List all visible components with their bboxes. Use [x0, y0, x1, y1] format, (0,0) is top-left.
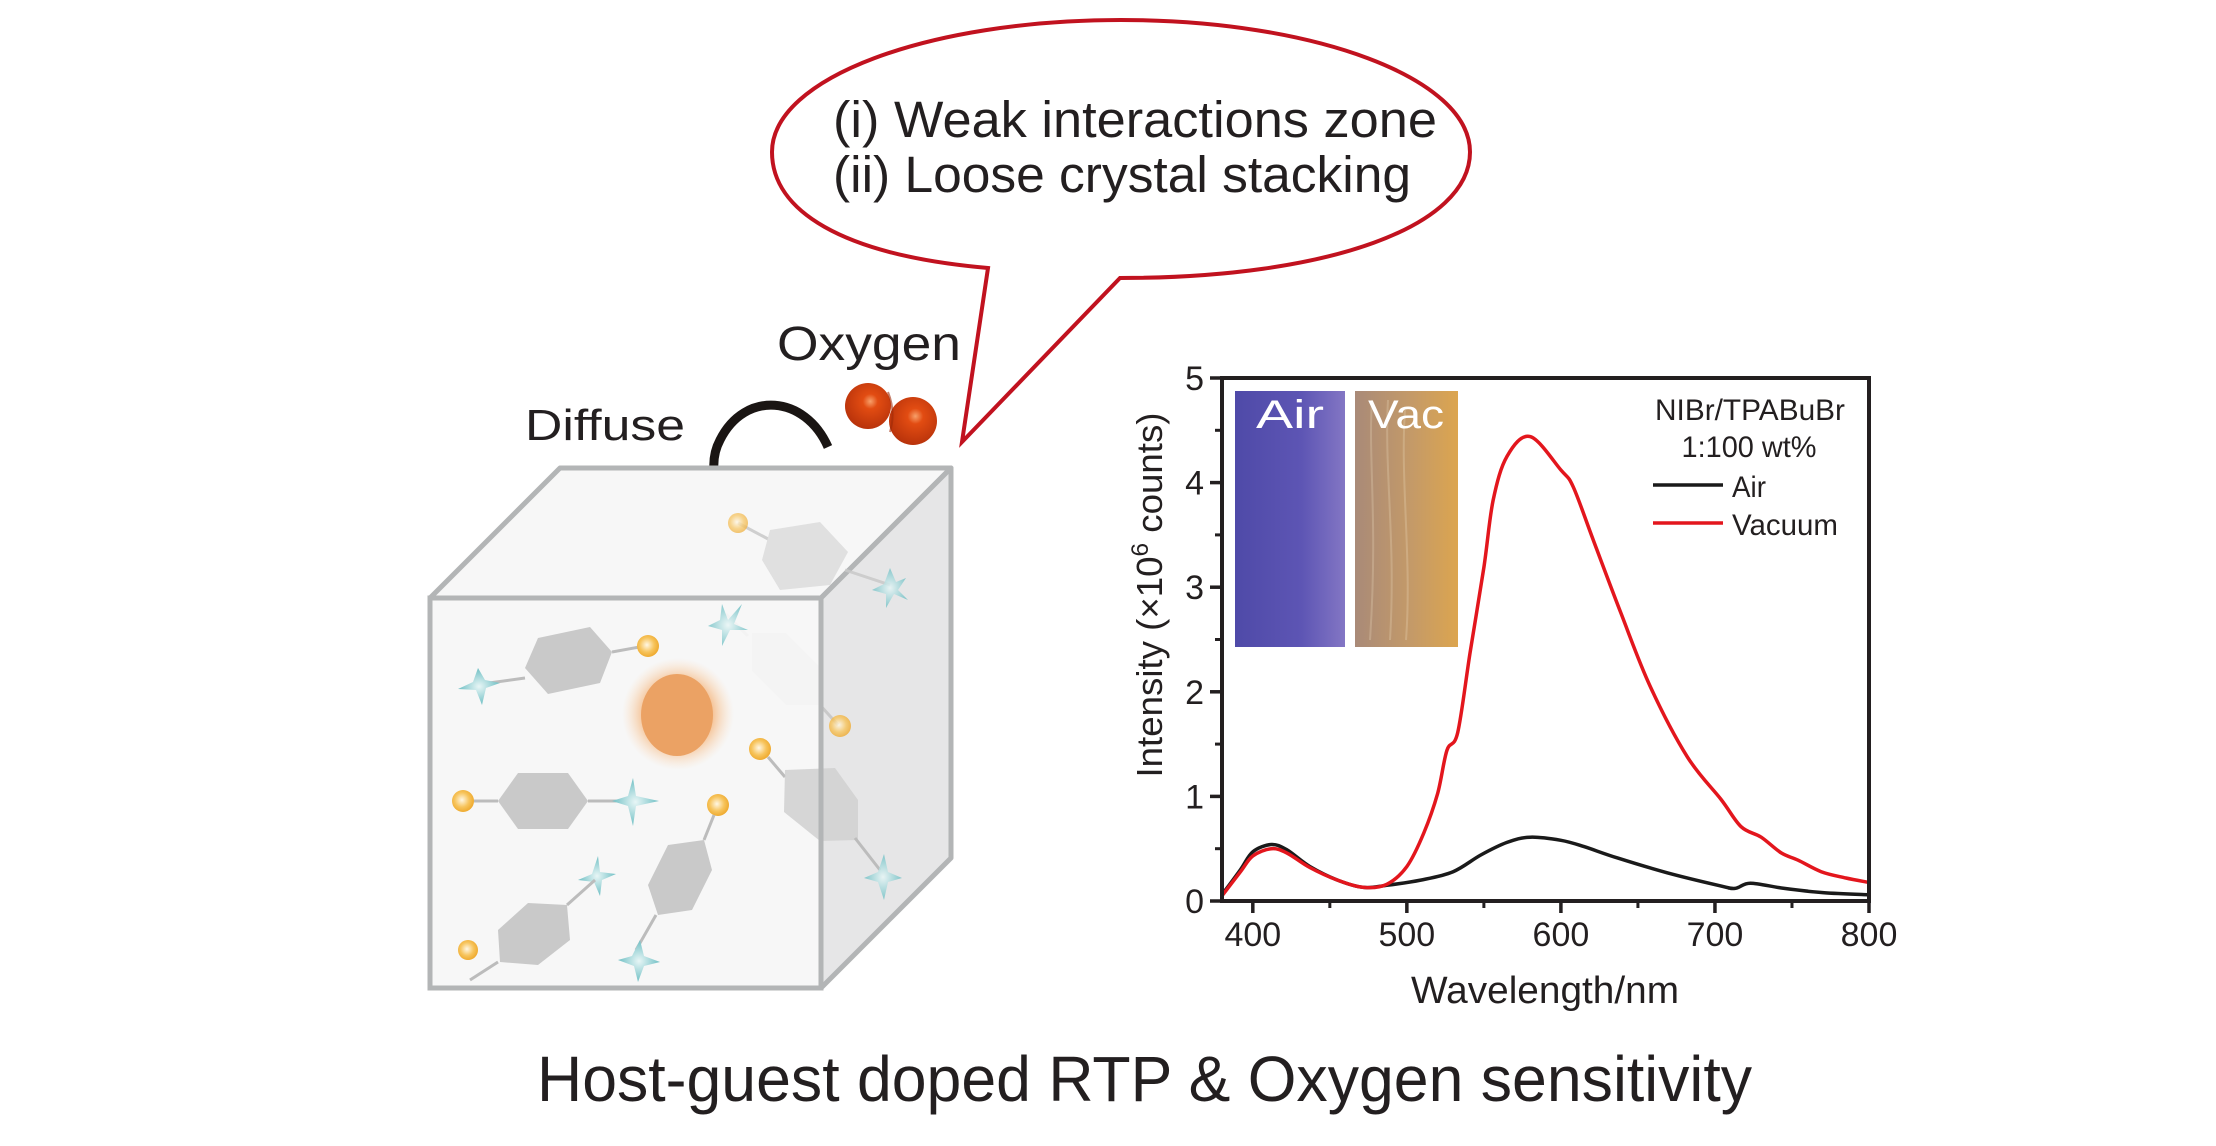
speech-bubble-outline	[769, 17, 1473, 448]
series-line-air	[1220, 835, 1868, 897]
series-layer	[1220, 434, 1868, 897]
legend-title-line-1: NIBr/TPABuBr	[1655, 394, 1845, 427]
host-star-icon	[708, 604, 748, 646]
y-tick-label: 2	[1185, 674, 1204, 712]
molecule-icon	[458, 856, 616, 982]
cube-diagram: Oxygen Diffuse	[427, 318, 961, 991]
bubble-line-1: (i) Weak interactions zone	[833, 91, 1437, 148]
series-line-vacuum	[1220, 434, 1868, 897]
molecule-icon	[618, 794, 729, 982]
x-tick-label: 400	[1224, 916, 1281, 954]
host-star-icon	[872, 568, 908, 608]
oxygen-label: Oxygen	[777, 318, 961, 371]
molecule-icon	[458, 627, 659, 705]
molecule-icon	[728, 513, 891, 590]
molecule-icon	[452, 773, 659, 829]
oxygen-molecule-icon	[845, 383, 937, 445]
y-tick-label: 1	[1185, 778, 1204, 816]
inset-vac-photo	[1355, 391, 1458, 647]
inset-air-label: Air	[1256, 393, 1324, 437]
bubble-line-2: (ii) Loose crystal stacking	[833, 146, 1411, 203]
inset-photos: Air Vac	[1235, 391, 1458, 647]
legend-label-air: Air	[1732, 471, 1766, 504]
y-axis-label: Intensity (×106 counts)	[1127, 413, 1170, 778]
emitter-glow-icon	[622, 658, 734, 770]
emission-chart: Air Vac 400 500 600 700 800 0 1 2 3 4 5 NIBr/TPABu…	[1127, 360, 1897, 1012]
x-tick-label: 700	[1687, 916, 1744, 954]
legend: NIBr/TPABuBr 1:100 wt% Air Vacuum	[1653, 394, 1845, 542]
y-tick-label: 0	[1185, 883, 1204, 921]
legend-title-line-2: 1:100 wt%	[1682, 431, 1817, 464]
cube-icon	[427, 465, 954, 991]
guest-atom-icon	[829, 715, 851, 737]
cube-front-face	[427, 595, 824, 991]
inset-air-photo	[1235, 391, 1345, 647]
legend-label-vacuum: Vacuum	[1732, 509, 1838, 542]
x-tick-label: 600	[1533, 916, 1590, 954]
speech-bubble: (i) Weak interactions zone (ii) Loose cr…	[769, 17, 1473, 448]
y-tick-label: 5	[1185, 360, 1204, 398]
diffuse-label: Diffuse	[525, 401, 685, 450]
axes: 400 500 600 700 800 0 1 2 3 4 5	[1185, 360, 1897, 954]
y-tick-label: 4	[1185, 465, 1204, 503]
x-tick-label: 800	[1841, 916, 1898, 954]
y-tick-label: 3	[1185, 569, 1204, 607]
x-tick-label: 500	[1378, 916, 1435, 954]
x-axis-label: Wavelength/nm	[1411, 970, 1679, 1012]
inset-vac-label: Vac	[1368, 393, 1444, 437]
figure-caption: Host-guest doped RTP & Oxygen sensitivit…	[537, 1043, 1752, 1115]
